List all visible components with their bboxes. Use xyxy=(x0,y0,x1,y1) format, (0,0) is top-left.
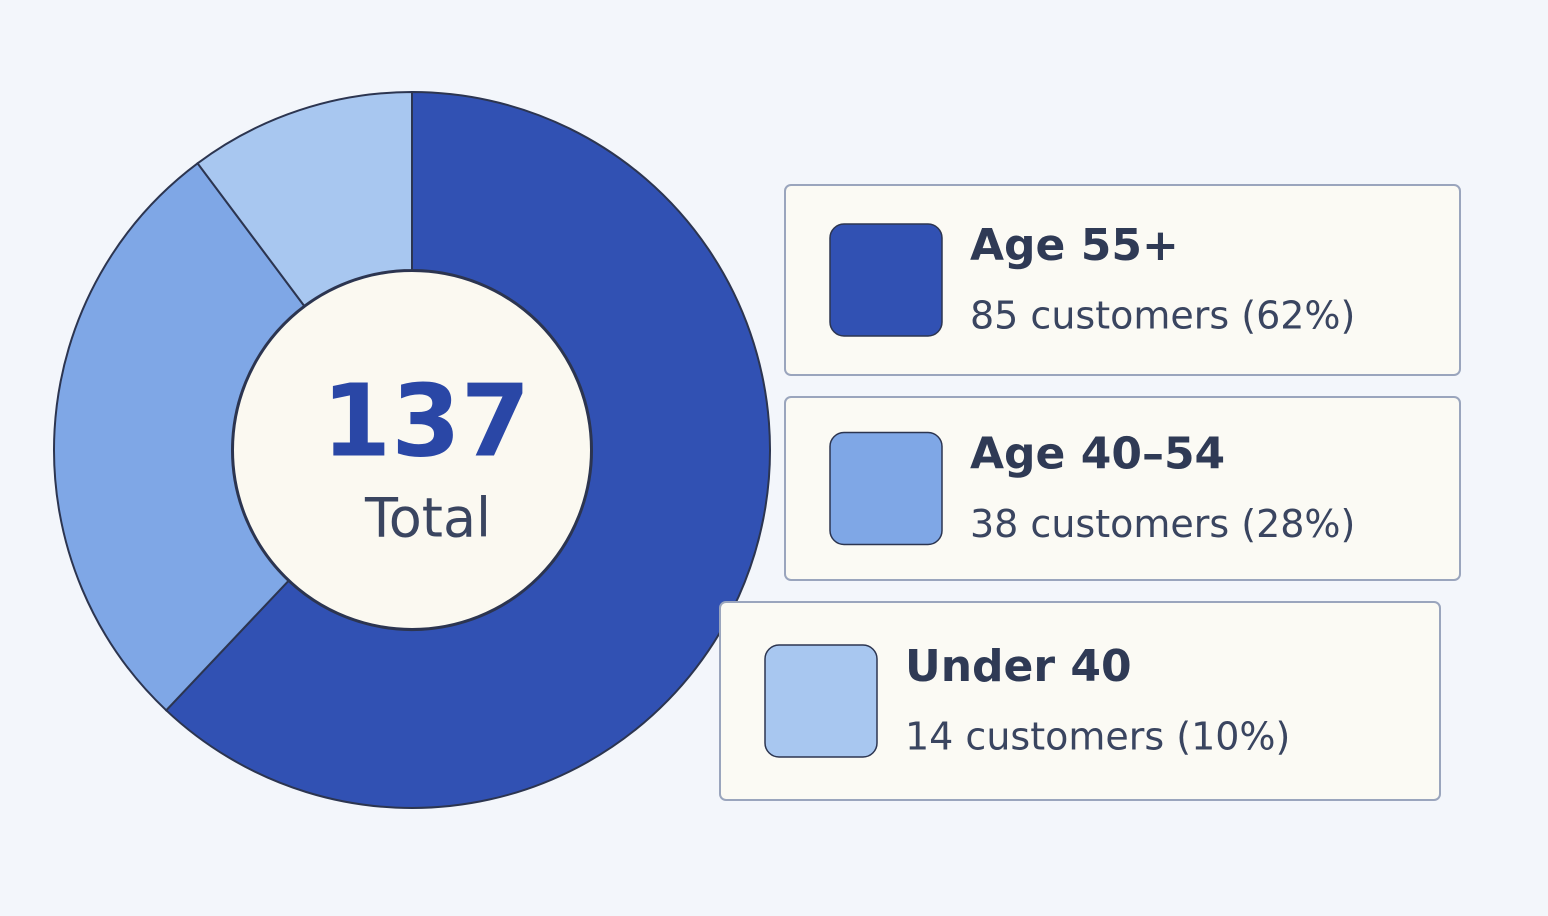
legend-card xyxy=(719,601,1441,801)
legend-name: Age 40–54 xyxy=(970,429,1225,480)
legend-value: 85 customers (62%) xyxy=(970,294,1355,338)
legend-value: 14 customers (10%) xyxy=(905,715,1290,759)
legend-name: Under 40 xyxy=(905,641,1132,692)
legend-swatch xyxy=(764,644,878,758)
legend-swatch xyxy=(829,431,943,546)
legend-name: Age 55+ xyxy=(970,220,1179,271)
legend-card xyxy=(784,184,1461,376)
center-value: 137 xyxy=(322,362,531,479)
donut-hole xyxy=(232,270,592,630)
legend-value: 38 customers (28%) xyxy=(970,502,1355,546)
center-label: Total xyxy=(364,487,491,550)
legend-card xyxy=(784,396,1461,581)
legend-swatch xyxy=(829,223,943,337)
